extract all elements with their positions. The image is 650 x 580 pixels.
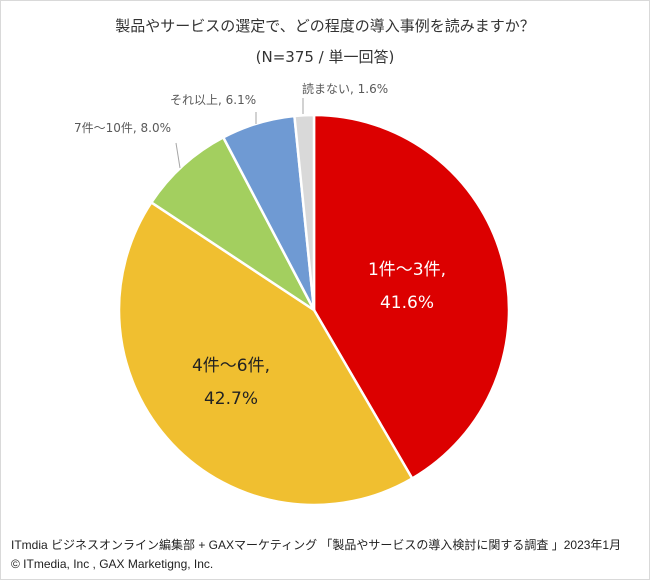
- slice-label-4-6: 4件～6件, 42.7%: [191, 356, 271, 409]
- chart-subtitle: (N=375 / 単一回答): [255, 48, 395, 66]
- slice-7-10: [150, 136, 316, 312]
- slice-1-3: [312, 113, 511, 480]
- leader-line-7-10: [175, 142, 181, 169]
- slice-none: [293, 113, 316, 312]
- source-note: ITmdia ビジネスオンライン編集部 + GAXマーケティング 「製品やサービ…: [11, 538, 622, 552]
- pie-slices: [117, 113, 511, 507]
- slice-label-none: 読まない, 1.6%: [302, 82, 389, 96]
- slice-4-6: [117, 201, 414, 507]
- slice-label-7-10: 7件～10件, 8.0%: [74, 121, 172, 135]
- slice-label-1-3: 1件～3件, 41.6%: [367, 260, 447, 313]
- copyright-note: © ITmedia, Inc , GAX Marketigng, Inc.: [11, 557, 214, 571]
- chart-title: 製品やサービスの選定で、どの程度の導入事例を読みますか？: [115, 17, 535, 35]
- slice-label-more: それ以上, 6.1%: [170, 93, 257, 107]
